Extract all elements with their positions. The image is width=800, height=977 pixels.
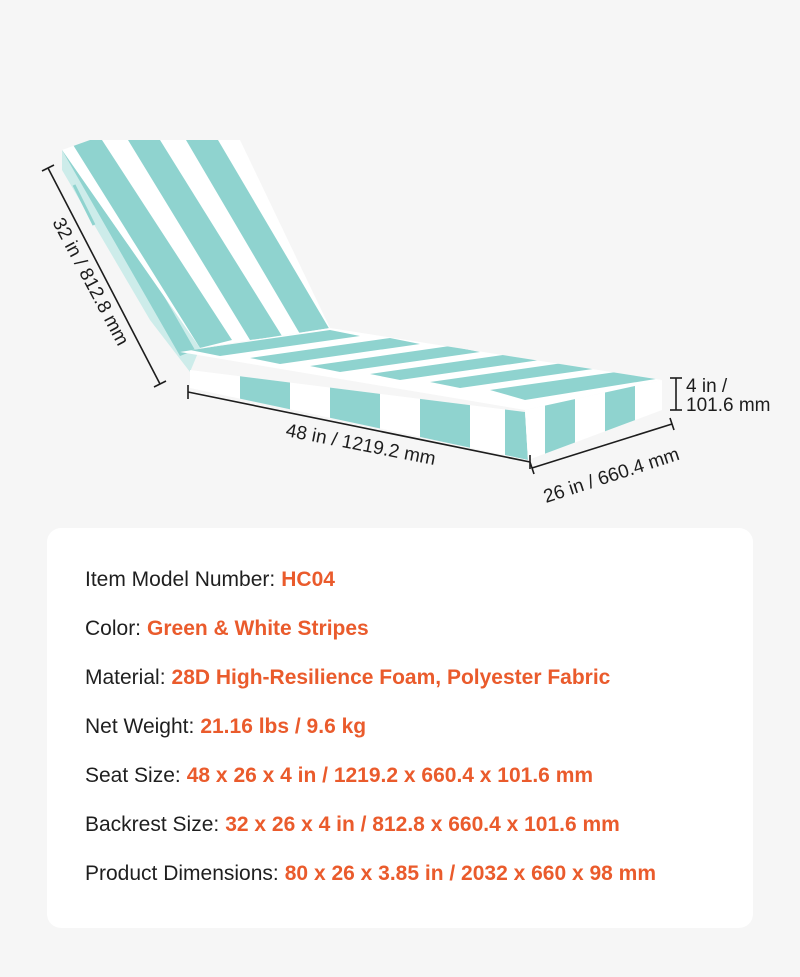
spec-label: Material: bbox=[85, 666, 166, 689]
spec-row-backrest-size: Backrest Size: 32 x 26 x 4 in / 812.8 x 6… bbox=[85, 813, 656, 862]
width-label: 26 in / 660.4 mm bbox=[541, 444, 682, 508]
thickness-label-line1: 4 in / bbox=[686, 376, 728, 397]
spec-value: HC04 bbox=[281, 568, 335, 591]
spec-row-material: Material: 28D High-Resilience Foam, Polye… bbox=[85, 666, 656, 715]
spec-label: Color: bbox=[85, 617, 142, 640]
spec-row-model: Item Model Number: HC04 bbox=[85, 568, 656, 617]
spec-value: Green & White Stripes bbox=[147, 617, 369, 640]
spec-row-color: Color: Green & White Stripes bbox=[85, 617, 656, 666]
spec-value: 48 x 26 x 4 in / 1219.2 x 660.4 x 101.6 … bbox=[186, 764, 594, 787]
spec-label: Backrest Size: bbox=[85, 813, 220, 836]
spec-card: Item Model Number: HC04 Color: Green & Whi… bbox=[47, 528, 753, 928]
spec-value: 21.16 lbs / 9.6 kg bbox=[200, 715, 367, 738]
spec-label: Item Model Number: bbox=[85, 568, 276, 591]
product-illustration: 32 in / 812.8 mm 48 in / 1219.2 mm 26 in… bbox=[41, 140, 770, 508]
spec-row-product-dimensions: Product Dimensions: 80 x 26 x 3.85 in / 2… bbox=[85, 862, 656, 911]
spec-value: 28D High-Resilience Foam, Polyester Fabr… bbox=[171, 666, 611, 689]
spec-list: Item Model Number: HC04 Color: Green & Whi… bbox=[85, 568, 656, 911]
spec-row-seat-size: Seat Size: 48 x 26 x 4 in / 1219.2 x 660.… bbox=[85, 764, 656, 813]
thickness-label-line2: 101.6 mm bbox=[686, 395, 770, 416]
spec-label: Net Weight: bbox=[85, 715, 195, 738]
spec-row-net-weight: Net Weight: 21.16 lbs / 9.6 kg bbox=[85, 715, 656, 764]
chaise-cushion-drawing: 32 in / 812.8 mm 48 in / 1219.2 mm 26 in… bbox=[41, 140, 770, 508]
spec-label: Seat Size: bbox=[85, 764, 181, 787]
dimension-lines bbox=[41, 164, 682, 475]
spec-value: 32 x 26 x 4 in / 812.8 x 660.4 x 101.6 m… bbox=[225, 813, 620, 836]
tie-loop bbox=[72, 184, 96, 226]
spec-value: 80 x 26 x 3.85 in / 2032 x 660 x 98 mm bbox=[284, 862, 657, 885]
spec-label: Product Dimensions: bbox=[85, 862, 279, 885]
